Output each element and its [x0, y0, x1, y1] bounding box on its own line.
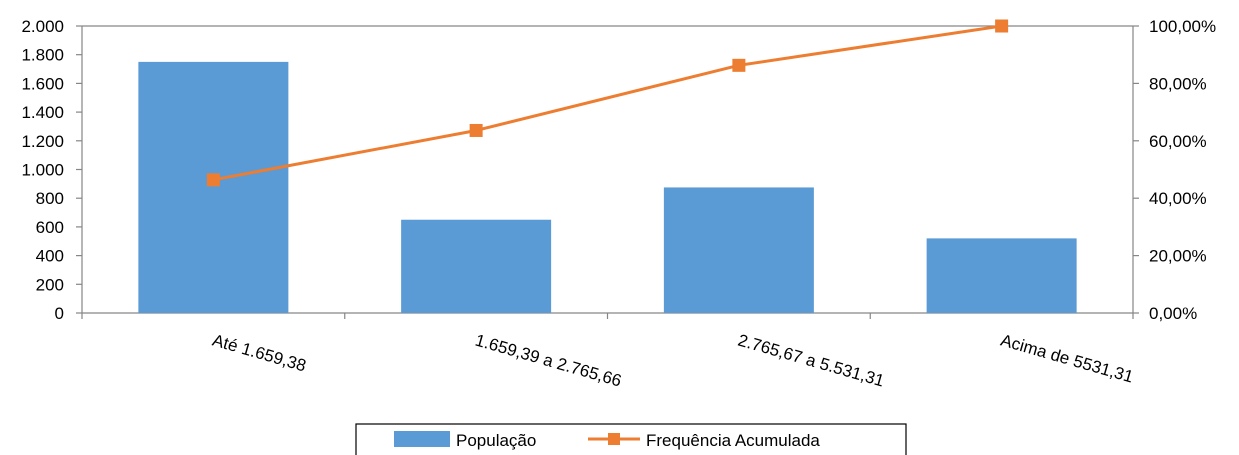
legend-label-frequencia: Frequência Acumulada	[646, 431, 820, 450]
marker-frequencia-acumulada	[732, 58, 746, 72]
marker-frequencia-acumulada	[469, 123, 483, 137]
y-left-tick-label: 1.600	[21, 74, 64, 93]
y-left-tick-label: 1.400	[21, 103, 64, 122]
y-right-tick-label: 60,00%	[1149, 132, 1207, 151]
category-labels: Até 1.659,38 1.659,39 a 2.765,66 2.765,67 …	[210, 331, 1135, 391]
category-label: 2.765,67 a 5.531,31	[736, 331, 887, 391]
marker-frequencia-acumulada	[206, 173, 220, 187]
legend-swatch-populacao	[394, 431, 450, 447]
bar-populacao	[401, 219, 552, 313]
y-right-tick-label: 40,00%	[1149, 189, 1207, 208]
y-left-tick-label: 600	[36, 218, 64, 237]
tick-labels: 0 200 400 600 800 1.000 1.200 1.400 1.600 1.800 2.…	[21, 17, 1216, 323]
y-left-tick-label: 1.000	[21, 161, 64, 180]
category-label: Acima de 5531,31	[999, 331, 1136, 387]
legend: População Frequência Acumulada	[355, 423, 907, 455]
bars	[138, 61, 1077, 313]
legend-label-populacao: População	[456, 431, 536, 450]
y-right-tick-label: 100,00%	[1149, 17, 1216, 36]
y-right-tick-label: 20,00%	[1149, 247, 1207, 266]
bar-populacao	[926, 238, 1077, 313]
cumulative-line	[206, 19, 1009, 187]
y-left-tick-label: 1.200	[21, 132, 64, 151]
y-left-tick-label: 2.000	[21, 17, 64, 36]
y-left-tick-label: 0	[55, 304, 64, 323]
y-left-tick-label: 400	[36, 247, 64, 266]
y-left-tick-label: 800	[36, 189, 64, 208]
y-right-tick-label: 0,00%	[1149, 304, 1197, 323]
category-label: Até 1.659,38	[210, 331, 308, 376]
category-label: 1.659,39 a 2.765,66	[473, 331, 624, 391]
y-right-tick-label: 80,00%	[1149, 74, 1207, 93]
bar-populacao	[663, 187, 814, 313]
bar-populacao	[138, 61, 289, 313]
line-frequencia-acumulada	[213, 24, 1002, 182]
y-left-tick-label: 1.800	[21, 46, 64, 65]
marker-frequencia-acumulada	[995, 19, 1009, 33]
y-left-tick-label: 200	[36, 275, 64, 294]
legend-swatch-frequencia-marker	[608, 433, 620, 445]
